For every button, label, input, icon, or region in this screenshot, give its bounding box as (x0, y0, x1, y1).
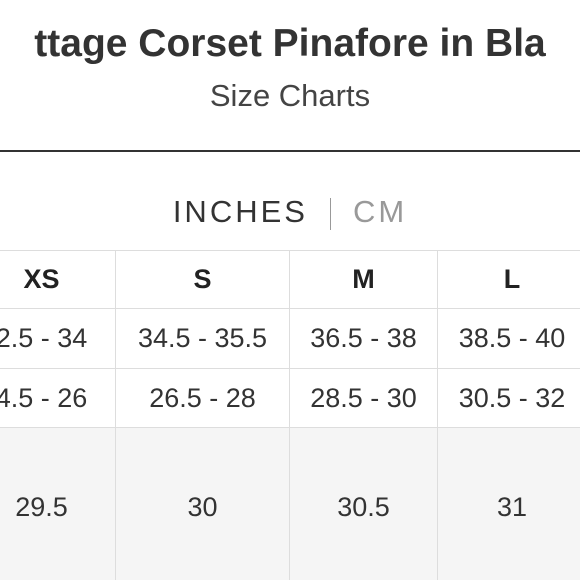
table-cell: 4.5 - 26 (0, 368, 116, 428)
table-cell: 30.5 - 32 (437, 368, 580, 428)
unit-cm[interactable]: CM (352, 194, 408, 229)
table-cell: S (115, 250, 290, 309)
table-cell: 26.5 - 28 (115, 368, 290, 428)
table-cell: L (437, 250, 580, 309)
table-cell: 34.5 - 35.5 (115, 308, 290, 369)
table-cell: 31 (437, 427, 580, 580)
unit-inches[interactable]: INCHES (172, 194, 308, 229)
table-cell: 29.5 (0, 427, 116, 580)
table-cell: 30 (115, 427, 290, 580)
subtitle: Size Charts (209, 78, 371, 113)
table-cell: 38.5 - 40 (437, 308, 580, 369)
table-cell: M (289, 250, 438, 309)
table-cell: 28.5 - 30 (289, 368, 438, 428)
table-cell: 30.5 (289, 427, 438, 580)
title: ttage Corset Pinafore in Bla (34, 22, 546, 65)
divider (0, 150, 580, 152)
unit-switch: INCHES CM (0, 194, 580, 230)
table-cell: 2.5 - 34 (0, 308, 116, 369)
table-cell: 36.5 - 38 (289, 308, 438, 369)
unit-separator (329, 197, 331, 230)
table-cell: XS (0, 250, 116, 309)
